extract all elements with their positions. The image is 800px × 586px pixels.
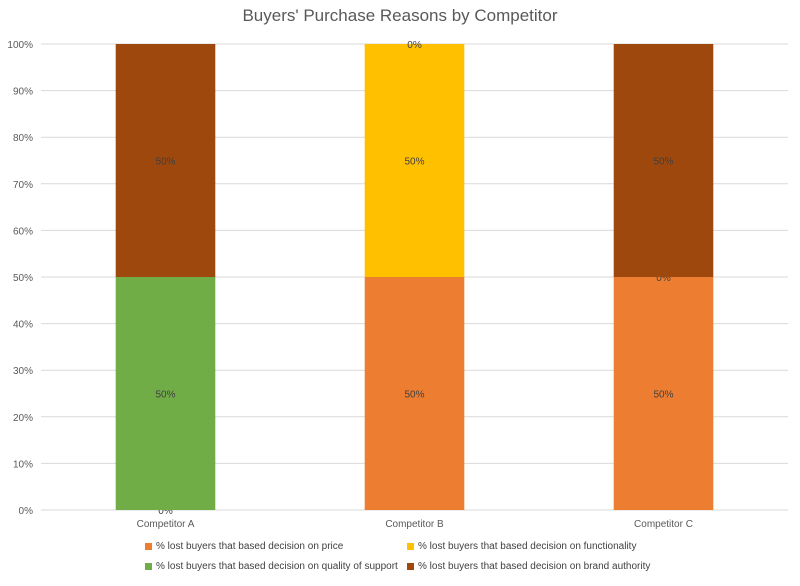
y-tick-label: 100% [7, 40, 33, 51]
y-tick-label: 60% [13, 226, 33, 237]
bar-segment [364, 44, 465, 277]
bar-segment [115, 44, 216, 277]
y-tick-label: 70% [13, 180, 33, 191]
bar-segment [364, 277, 465, 510]
legend: % lost buyers that based decision on pri… [145, 541, 705, 572]
data-label: 0% [656, 273, 671, 284]
data-label: 0% [158, 506, 173, 517]
legend-swatch [145, 543, 152, 550]
y-tick-label: 80% [13, 133, 33, 144]
y-tick-label: 40% [13, 320, 33, 331]
chart-title: Buyers' Purchase Reasons by Competitor [242, 6, 558, 25]
y-tick-label: 20% [13, 413, 33, 424]
x-tick-label: Competitor B [385, 519, 444, 530]
data-label: 50% [404, 390, 424, 401]
data-label: 50% [155, 157, 175, 168]
data-label: 50% [155, 390, 175, 401]
legend-item: % lost buyers that based decision on fun… [407, 541, 705, 552]
y-tick-label: 10% [13, 459, 33, 470]
legend-swatch [145, 563, 152, 570]
x-tick-label: Competitor A [137, 519, 195, 530]
y-tick-label: 30% [13, 366, 33, 377]
y-tick-label: 90% [13, 87, 33, 98]
y-tick-label: 0% [19, 506, 34, 517]
bar-segment [115, 277, 216, 510]
data-label: 50% [404, 157, 424, 168]
legend-item: % lost buyers that based decision on bra… [407, 561, 705, 572]
bar-segment [613, 44, 714, 277]
y-tick-label: 50% [13, 273, 33, 284]
legend-item: % lost buyers that based decision on pri… [145, 541, 407, 552]
legend-item: % lost buyers that based decision on qua… [145, 561, 407, 572]
x-tick-label: Competitor C [634, 519, 693, 530]
legend-swatch [407, 563, 414, 570]
bar-segment [613, 277, 714, 510]
legend-label: % lost buyers that based decision on pri… [156, 541, 344, 552]
data-label: 50% [653, 157, 673, 168]
legend-label: % lost buyers that based decision on bra… [418, 561, 651, 572]
legend-label: % lost buyers that based decision on fun… [418, 541, 637, 552]
data-label: 0% [407, 40, 422, 51]
legend-swatch [407, 543, 414, 550]
legend-label: % lost buyers that based decision on qua… [156, 561, 398, 572]
data-label: 50% [653, 390, 673, 401]
